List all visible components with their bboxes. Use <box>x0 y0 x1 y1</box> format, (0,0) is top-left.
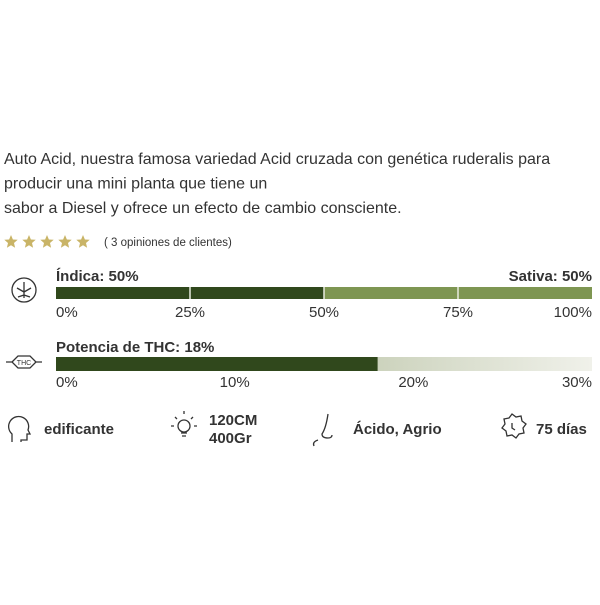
tick-label: 75% <box>443 304 473 321</box>
feature-label: Ácido, Agrio <box>353 421 442 438</box>
bulb-icon <box>171 411 197 437</box>
tick-label: 50% <box>309 304 339 321</box>
tick-label: 25% <box>175 304 205 321</box>
star <box>76 235 90 248</box>
feature-label: edificante <box>44 421 114 438</box>
feature-label: 400Gr <box>209 430 252 447</box>
calendar-icon <box>501 413 527 439</box>
star <box>58 235 72 248</box>
thc-icon: THC <box>6 355 42 369</box>
description-line: producir una mini planta que tiene un <box>4 176 267 193</box>
tick-label: 0% <box>56 304 78 321</box>
svg-text:THC: THC <box>17 360 31 367</box>
tick-label: 30% <box>562 374 592 391</box>
tick-label: 0% <box>56 374 78 391</box>
thc-label: Potencia de THC: 18% <box>56 339 214 356</box>
feature-label: 75 días <box>536 421 587 438</box>
head-icon <box>8 415 32 442</box>
indica-label: Índica: 50% <box>56 268 139 285</box>
thc-bar <box>56 357 378 371</box>
description-line: sabor a Diesel y ofrece un efecto de cam… <box>4 200 402 217</box>
description-line: Auto Acid, nuestra famosa variedad Acid … <box>4 151 550 168</box>
tick-label: 100% <box>554 304 592 321</box>
tick-label: 10% <box>220 374 250 391</box>
star <box>4 235 18 248</box>
cannabis-icon <box>11 277 37 303</box>
nose-icon <box>312 413 333 447</box>
star <box>22 235 36 248</box>
tick-label: 20% <box>398 374 428 391</box>
rating-count: ( 3 opiniones de clientes) <box>104 237 232 249</box>
star <box>40 235 54 248</box>
feature-label: 120CM <box>209 412 257 429</box>
sativa-label: Sativa: 50% <box>509 268 592 285</box>
